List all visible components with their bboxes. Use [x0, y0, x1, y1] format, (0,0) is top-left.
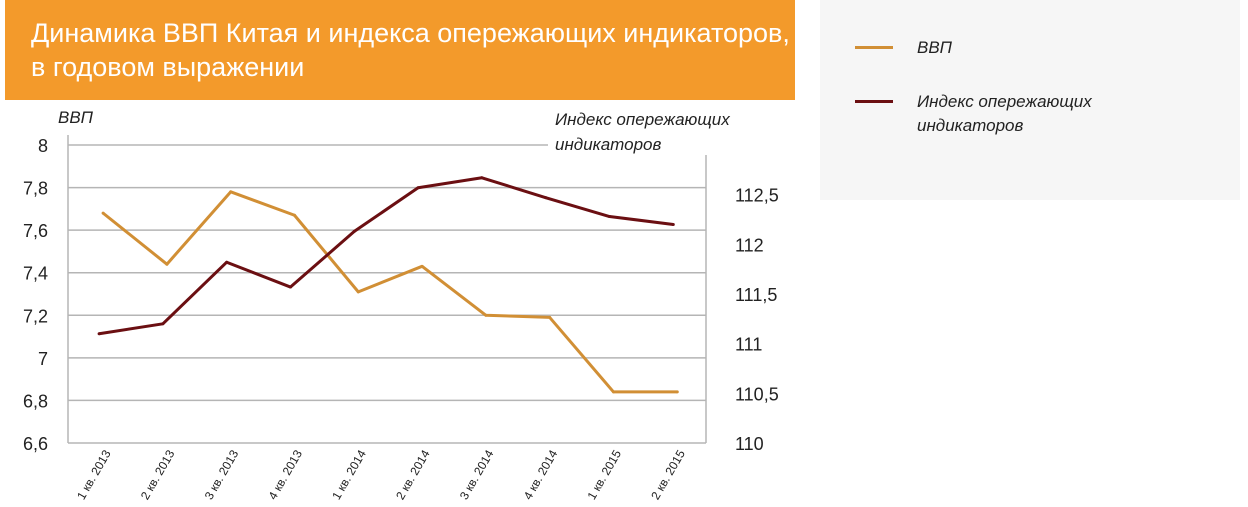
axis-label-background — [548, 105, 784, 155]
gdp-point — [611, 390, 615, 394]
index-point — [288, 285, 292, 289]
y-tick-left: 7 — [38, 349, 48, 369]
index-point — [671, 222, 675, 226]
legend-item-index: Индекс опережающих индикаторов — [855, 90, 1157, 138]
gdp-point — [356, 290, 360, 294]
gdp-point — [165, 262, 169, 266]
x-tick-label: 3 кв. 2014 — [457, 447, 497, 502]
y-tick-right: 110 — [735, 434, 764, 454]
gdp-point — [292, 213, 296, 217]
y-tick-left: 8 — [38, 136, 48, 156]
x-tick-label: 3 кв. 2013 — [202, 447, 242, 502]
legend-swatch — [855, 46, 893, 49]
gdp-point — [101, 211, 105, 215]
gdp-line — [102, 190, 678, 394]
y-tick-left: 6,6 — [23, 434, 48, 454]
index-point — [416, 186, 420, 190]
legend: ВВП Индекс опережающих индикаторов — [820, 0, 1240, 200]
y-tick-left: 7,2 — [23, 306, 48, 326]
legend-item-gdp: ВВП — [855, 36, 1157, 60]
y-tick-left: 7,6 — [23, 221, 48, 241]
y-tick-right: 112 — [735, 235, 764, 255]
x-tick-label: 2 кв. 2014 — [393, 447, 433, 502]
x-tick-label: 2 кв. 2015 — [648, 447, 688, 502]
index-point — [161, 322, 165, 326]
y-tick-right: 111,5 — [735, 285, 777, 305]
index-point — [97, 332, 101, 336]
y-tick-right: 110,5 — [735, 384, 779, 404]
y-axis-label-right: Индекс опережающих — [555, 110, 730, 129]
index-point — [352, 229, 356, 233]
legend-label: ВВП — [917, 38, 952, 57]
gdp-point — [484, 313, 488, 317]
y-tick-left: 6,8 — [23, 391, 48, 411]
x-tick-label: 4 кв. 2014 — [521, 447, 561, 502]
y-tick-right: 111 — [735, 335, 762, 355]
gdp-point — [420, 264, 424, 268]
x-tick-label: 1 кв. 2013 — [74, 447, 114, 502]
index-point — [480, 176, 484, 180]
chart-title: Динамика ВВП Китая и индекса опережающих… — [5, 0, 795, 100]
index-line — [98, 176, 674, 336]
index-point — [225, 260, 229, 264]
gdp-point — [548, 315, 552, 319]
x-tick-label: 4 кв. 2013 — [265, 447, 305, 502]
legend-label: Индекс опережающих индикаторов — [917, 92, 1092, 135]
y-axis-label-left: ВВП — [58, 108, 94, 127]
x-tick-label: 1 кв. 2015 — [584, 447, 624, 502]
y-axis-label-right: индикаторов — [555, 135, 661, 154]
gdp-point — [675, 390, 679, 394]
index-point — [544, 196, 548, 200]
y-tick-left: 7,4 — [23, 264, 48, 284]
y-tick-right: 112,5 — [735, 186, 779, 206]
y-tick-left: 7,8 — [23, 179, 48, 199]
legend-swatch — [855, 100, 893, 103]
x-tick-label: 2 кв. 2013 — [138, 447, 178, 502]
x-tick-label: 1 кв. 2014 — [329, 447, 369, 502]
index-point — [607, 215, 611, 219]
gdp-point — [229, 190, 233, 194]
